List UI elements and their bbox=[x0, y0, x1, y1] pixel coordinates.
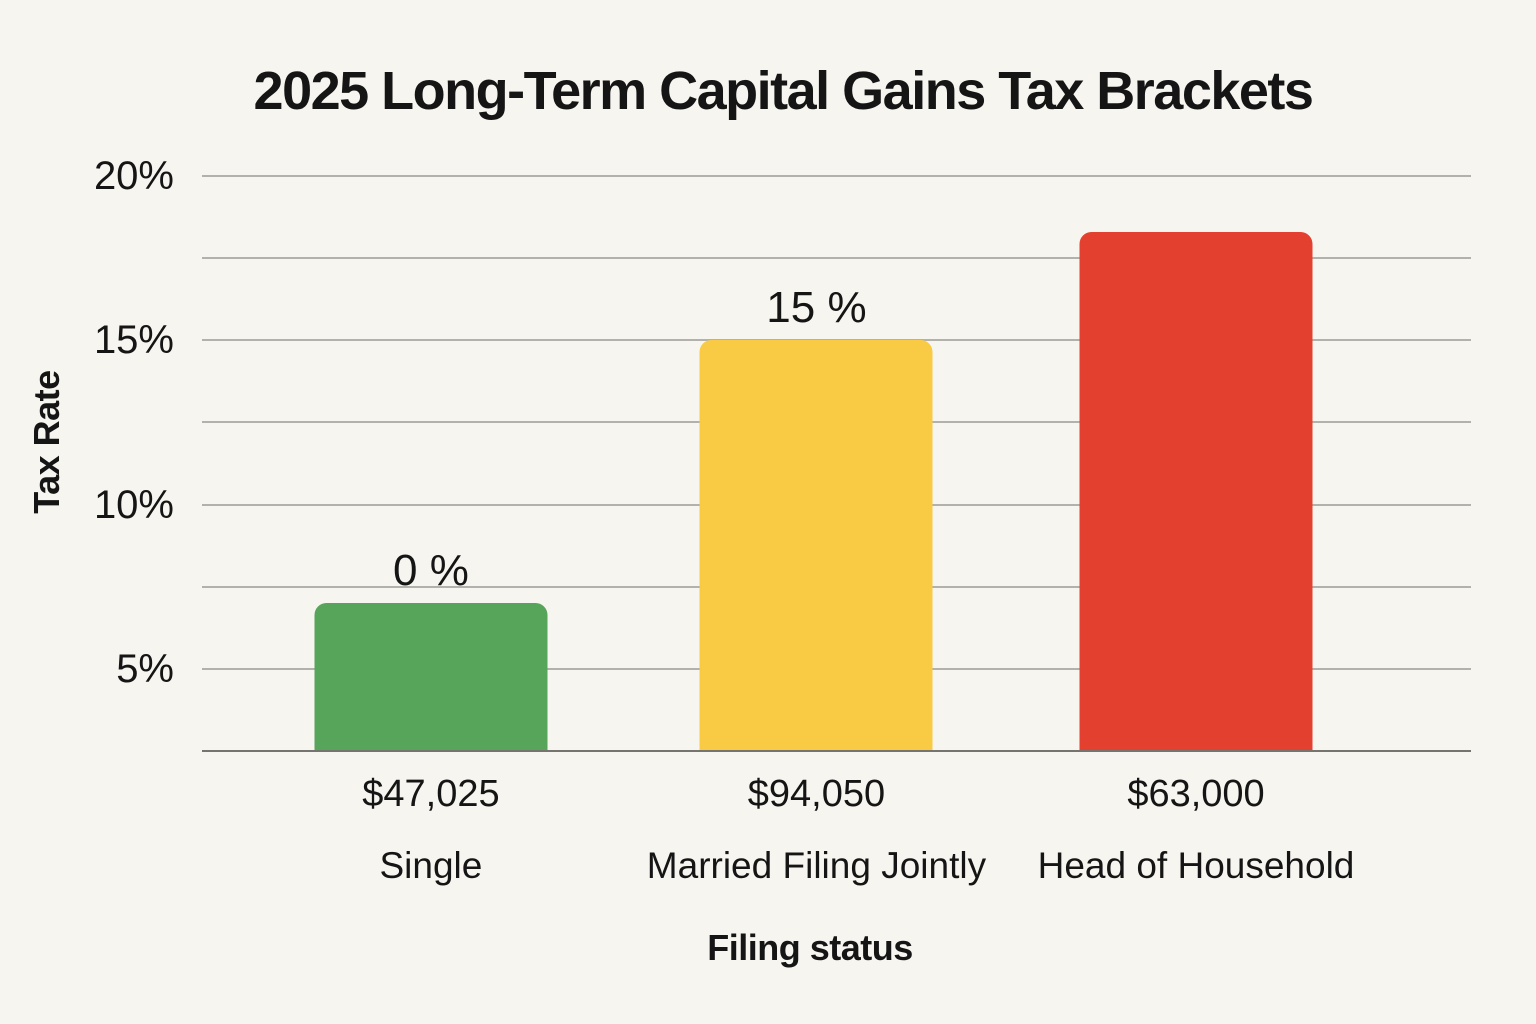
income-threshold-label-single: $47,025 bbox=[362, 773, 500, 815]
bar-group-single: 0 % $47,025 Single bbox=[314, 549, 548, 884]
income-threshold-label-head-of-household: $63,000 bbox=[1127, 773, 1265, 815]
y-axis-title: Tax Rate bbox=[26, 370, 67, 514]
y-tick-label-15-: 15% bbox=[93, 318, 174, 363]
bar-married-filing-jointly bbox=[699, 340, 933, 751]
gridline bbox=[202, 175, 1471, 177]
category-label-single: Single bbox=[379, 845, 483, 886]
y-tick-label-5-: 5% bbox=[116, 646, 174, 691]
x-axis-line bbox=[202, 750, 1471, 752]
x-axis-title: Filing status bbox=[707, 927, 913, 968]
chart-title: 2025 Long-Term Capital Gains Tax Bracket… bbox=[253, 61, 1314, 121]
bar-value-label-married-filing-jointly: 15 % bbox=[766, 283, 867, 333]
plot-area: 5% 10% 15% 20% 0 % $47,025 Single 15 % $94,050 Ma… bbox=[94, 156, 1471, 884]
y-tick-label-20-: 20% bbox=[93, 154, 174, 198]
category-label-head-of-household: Head of Household bbox=[1037, 845, 1355, 886]
bar-head-of-household bbox=[1079, 231, 1313, 751]
bar-group-head-of-household: $63,000 Head of Household bbox=[1038, 231, 1354, 884]
y-tick-label-10-: 10% bbox=[93, 482, 174, 527]
bar-single bbox=[314, 603, 548, 751]
bar-value-label-single: 0 % bbox=[393, 546, 469, 596]
category-label-married-filing-jointly: Married Filing Jointly bbox=[646, 845, 987, 886]
gridline bbox=[202, 257, 1471, 260]
bar-group-married-filing-jointly: 15 % $94,050 Married Filing Jointly bbox=[647, 286, 986, 884]
income-threshold-label-married-filing-jointly: $94,050 bbox=[747, 773, 886, 815]
